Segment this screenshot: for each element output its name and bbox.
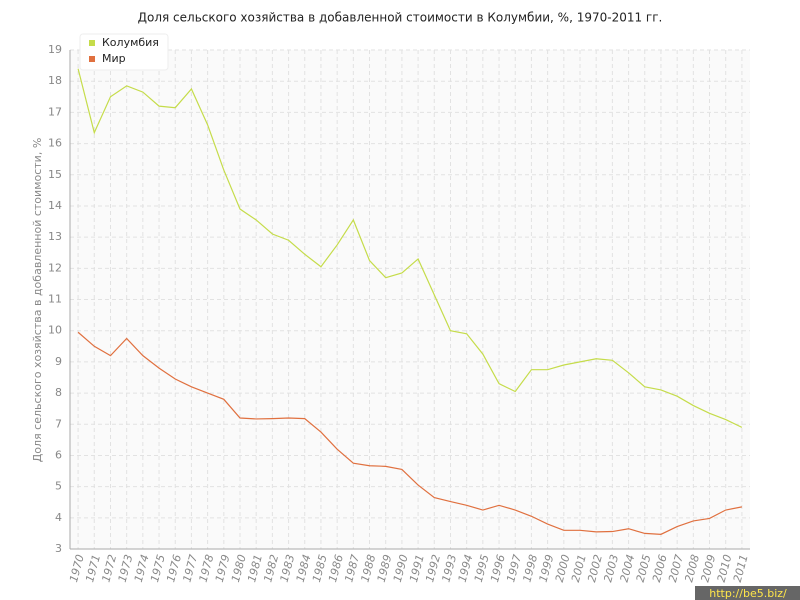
y-tick-label: 16 — [48, 137, 62, 150]
legend-marker — [89, 40, 95, 46]
legend-marker — [89, 56, 95, 62]
y-tick-label: 9 — [55, 355, 62, 368]
series-line — [77, 68, 743, 428]
y-tick-label: 19 — [48, 43, 62, 56]
y-tick-label: 7 — [55, 417, 62, 430]
y-tick-label: 5 — [55, 480, 62, 493]
y-tick-label: 17 — [48, 105, 62, 118]
legend-label: Мир — [102, 52, 126, 65]
y-tick-label: 10 — [48, 324, 62, 337]
legend-box — [79, 33, 169, 71]
y-tick-label: 18 — [48, 74, 62, 87]
y-axis-label: Доля сельского хозяйства в добавленной с… — [31, 138, 44, 463]
y-tick-label: 11 — [48, 293, 62, 306]
y-tick-label: 15 — [48, 168, 62, 181]
y-tick-label: 3 — [55, 542, 62, 555]
y-tick-label: 4 — [55, 511, 62, 524]
chart-title: Доля сельского хозяйства в добавленной с… — [138, 11, 663, 25]
y-tick-label: 8 — [55, 386, 62, 399]
watermark-bg — [695, 586, 800, 600]
legend: Колумбия Мир — [79, 33, 169, 71]
legend-label: Колумбия — [102, 36, 159, 49]
y-tick-label: 14 — [48, 199, 62, 212]
y-tick-label: 12 — [48, 261, 62, 274]
y-tick-label: 13 — [48, 230, 62, 243]
y-tick-label: 6 — [55, 448, 62, 461]
watermark: http://be5.biz/ — [709, 587, 787, 600]
series-line — [77, 331, 743, 535]
lines — [77, 68, 743, 535]
